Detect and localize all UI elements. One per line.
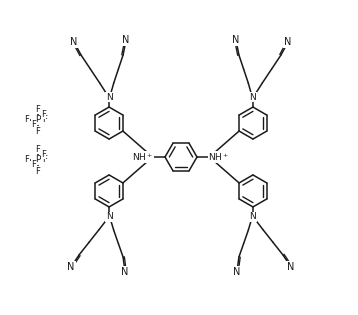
- Text: N: N: [287, 262, 295, 272]
- Text: P: P: [35, 156, 41, 164]
- Text: N: N: [121, 267, 129, 277]
- Text: F: F: [25, 156, 29, 164]
- Text: N: N: [250, 212, 256, 221]
- Text: N: N: [106, 93, 112, 101]
- Text: N: N: [122, 35, 130, 45]
- Text: F: F: [31, 160, 36, 169]
- Text: N: N: [106, 212, 112, 221]
- Text: F: F: [42, 116, 47, 124]
- Text: NH$^+$: NH$^+$: [132, 151, 154, 163]
- Text: F: F: [31, 120, 36, 129]
- Text: F: F: [41, 110, 46, 119]
- Text: F: F: [25, 116, 29, 124]
- Text: N: N: [232, 35, 240, 45]
- Text: N: N: [284, 37, 292, 47]
- Text: NH$^+$: NH$^+$: [208, 151, 229, 163]
- Text: N: N: [250, 93, 256, 101]
- Text: P: P: [35, 116, 41, 124]
- Text: N: N: [233, 267, 241, 277]
- Text: F: F: [35, 167, 40, 175]
- Text: F: F: [35, 127, 40, 135]
- Text: N: N: [67, 262, 75, 272]
- Text: F: F: [35, 105, 40, 113]
- Text: F: F: [41, 150, 46, 159]
- Text: F: F: [42, 156, 47, 164]
- Text: N: N: [71, 37, 78, 47]
- Text: F: F: [35, 145, 40, 153]
